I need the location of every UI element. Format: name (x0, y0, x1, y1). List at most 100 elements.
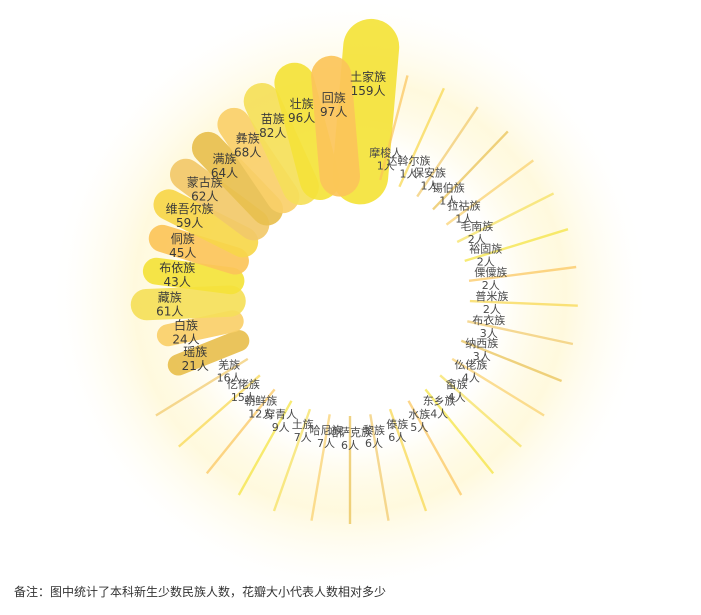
petal-name-label: 东乡族 (423, 394, 456, 408)
petal-布衣族 (467, 320, 574, 346)
petal-name-label: 白族 (174, 317, 198, 332)
petal-name-label: 傣族 (386, 417, 408, 431)
petal-name-label: 朝鲜族 (244, 394, 277, 408)
petal-value-label: 68人 (234, 146, 261, 160)
petal-name-label: 毛南族 (460, 219, 493, 233)
petal-value-label: 24人 (172, 332, 199, 346)
label-group: 土家族159人摩梭人1人达斡尔族1人保安族1人锡伯族1人拉祜族1人毛南族2人裕固… (156, 69, 508, 452)
petal-达斡尔族 (398, 87, 445, 188)
petal-name-label: 蒙古族 (187, 175, 223, 190)
petal-白族 (156, 310, 244, 347)
petal-藏族 (130, 285, 246, 321)
petal-value-label: 4人 (448, 391, 466, 404)
petal-name-label: 畲族 (446, 377, 468, 391)
petal-value-label: 6人 (365, 437, 383, 450)
petal-value-label: 6人 (388, 431, 406, 444)
petal-水族 (407, 400, 463, 496)
petal-朝鲜族 (205, 388, 276, 475)
petal-value-label: 2人 (482, 279, 500, 292)
petal-name-label: 布衣族 (472, 313, 505, 327)
petal-土族 (272, 408, 312, 512)
petal-value-label: 21人 (182, 359, 209, 373)
petal-锡伯族 (432, 130, 509, 211)
petal-name-label: 保安族 (413, 165, 446, 179)
petal-value-label: 62人 (191, 190, 218, 204)
petal-group (130, 18, 578, 524)
petal-name-label: 达斡尔族 (387, 154, 431, 168)
petal-纳西族 (460, 339, 563, 383)
petal-name-label: 壮族 (290, 97, 314, 111)
petal-穿青人 (237, 400, 293, 496)
petal-name-label: 维吾尔族 (166, 201, 214, 216)
petal-仫佬族 (451, 357, 545, 417)
petal-土家族 (332, 18, 400, 205)
petal-东乡族 (424, 388, 495, 475)
petal-value-label: 2人 (468, 233, 486, 246)
petal-value-label: 1人 (400, 168, 418, 181)
petal-value-label: 59人 (176, 216, 203, 230)
petal-name-label: 土家族 (350, 69, 386, 84)
petal-彝族 (217, 107, 300, 214)
petal-value-label: 7人 (317, 437, 335, 450)
petal-value-label: 1人 (377, 160, 395, 173)
petal-畲族 (439, 374, 522, 448)
petal-羌族 (155, 357, 249, 417)
petal-布依族 (142, 257, 245, 295)
petal-name-label: 普米族 (475, 289, 508, 303)
petal-name-label: 满族 (212, 152, 236, 166)
petal-value-label: 1人 (421, 179, 439, 192)
petal-黎族 (369, 414, 390, 521)
petal-value-label: 7人 (294, 431, 312, 444)
petal-value-label: 4人 (430, 408, 448, 421)
petal-摩梭人 (379, 75, 409, 181)
petal-name-label: 穿青人 (264, 407, 297, 421)
petal-name-label: 纳西族 (465, 336, 498, 350)
petal-value-label: 159人 (351, 84, 386, 98)
petal-傣族 (388, 408, 428, 512)
petal-name-label: 仫佬族 (454, 358, 487, 372)
petal-value-label: 43人 (164, 275, 191, 289)
petal-name-label: 哈萨克族 (328, 425, 372, 439)
petal-侗族 (148, 224, 249, 275)
petal-name-label: 傈僳族 (474, 265, 507, 279)
petal-name-label: 侗族 (171, 232, 195, 246)
petal-value-label: 2人 (477, 255, 495, 268)
petal-chart: 土家族159人摩梭人1人达斡尔族1人保安族1人锡伯族1人拉祜族1人毛南族2人裕固… (50, 0, 650, 580)
petal-value-label: 1人 (455, 213, 473, 226)
petal-value-label: 5人 (410, 421, 428, 434)
petal-value-label: 96人 (288, 111, 315, 125)
petal-name-label: 苗族 (261, 112, 285, 126)
petal-name-label: 回族 (322, 91, 346, 105)
petal-value-label: 2人 (483, 303, 501, 316)
petal-壮族 (274, 62, 340, 200)
petal-name-label: 仡佬族 (227, 377, 260, 391)
petal-name-label: 藏族 (158, 291, 182, 305)
petal-name-label: 布依族 (159, 260, 195, 275)
petal-value-label: 1人 (439, 195, 457, 208)
petal-蒙古族 (170, 158, 270, 241)
chart-footnote: 备注：图中统计了本科新生少数民族人数，花瓣大小代表人数相对多少 (14, 585, 387, 599)
petal-回族 (311, 55, 360, 197)
petal-value-label: 45人 (169, 246, 196, 260)
petal-瑶族 (167, 330, 250, 376)
petal-value-label: 12人 (248, 408, 273, 421)
petal-name-label: 土族 (292, 417, 314, 431)
petal-value-label: 4人 (462, 372, 480, 385)
petal-value-label: 6人 (341, 439, 359, 452)
petal-name-label: 水族 (408, 407, 430, 421)
petal-毛南族 (456, 192, 555, 244)
petal-name-label: 羌族 (218, 358, 240, 372)
petal-name-label: 哈尼族 (310, 423, 343, 437)
petal-name-label: 锡伯族 (432, 181, 465, 195)
petal-value-label: 3人 (473, 350, 491, 363)
petal-维吾尔族 (153, 189, 259, 258)
petal-value-label: 16人 (217, 372, 242, 385)
petal-哈尼族 (310, 414, 331, 521)
petal-name-label: 拉祜族 (448, 199, 481, 213)
petal-value-label: 61人 (156, 305, 183, 319)
petal-拉祜族 (445, 159, 535, 226)
petal-裕固族 (464, 228, 569, 263)
petal-name-label: 彝族 (236, 131, 260, 146)
petal-满族 (191, 131, 284, 226)
petal-普米族 (469, 299, 578, 307)
